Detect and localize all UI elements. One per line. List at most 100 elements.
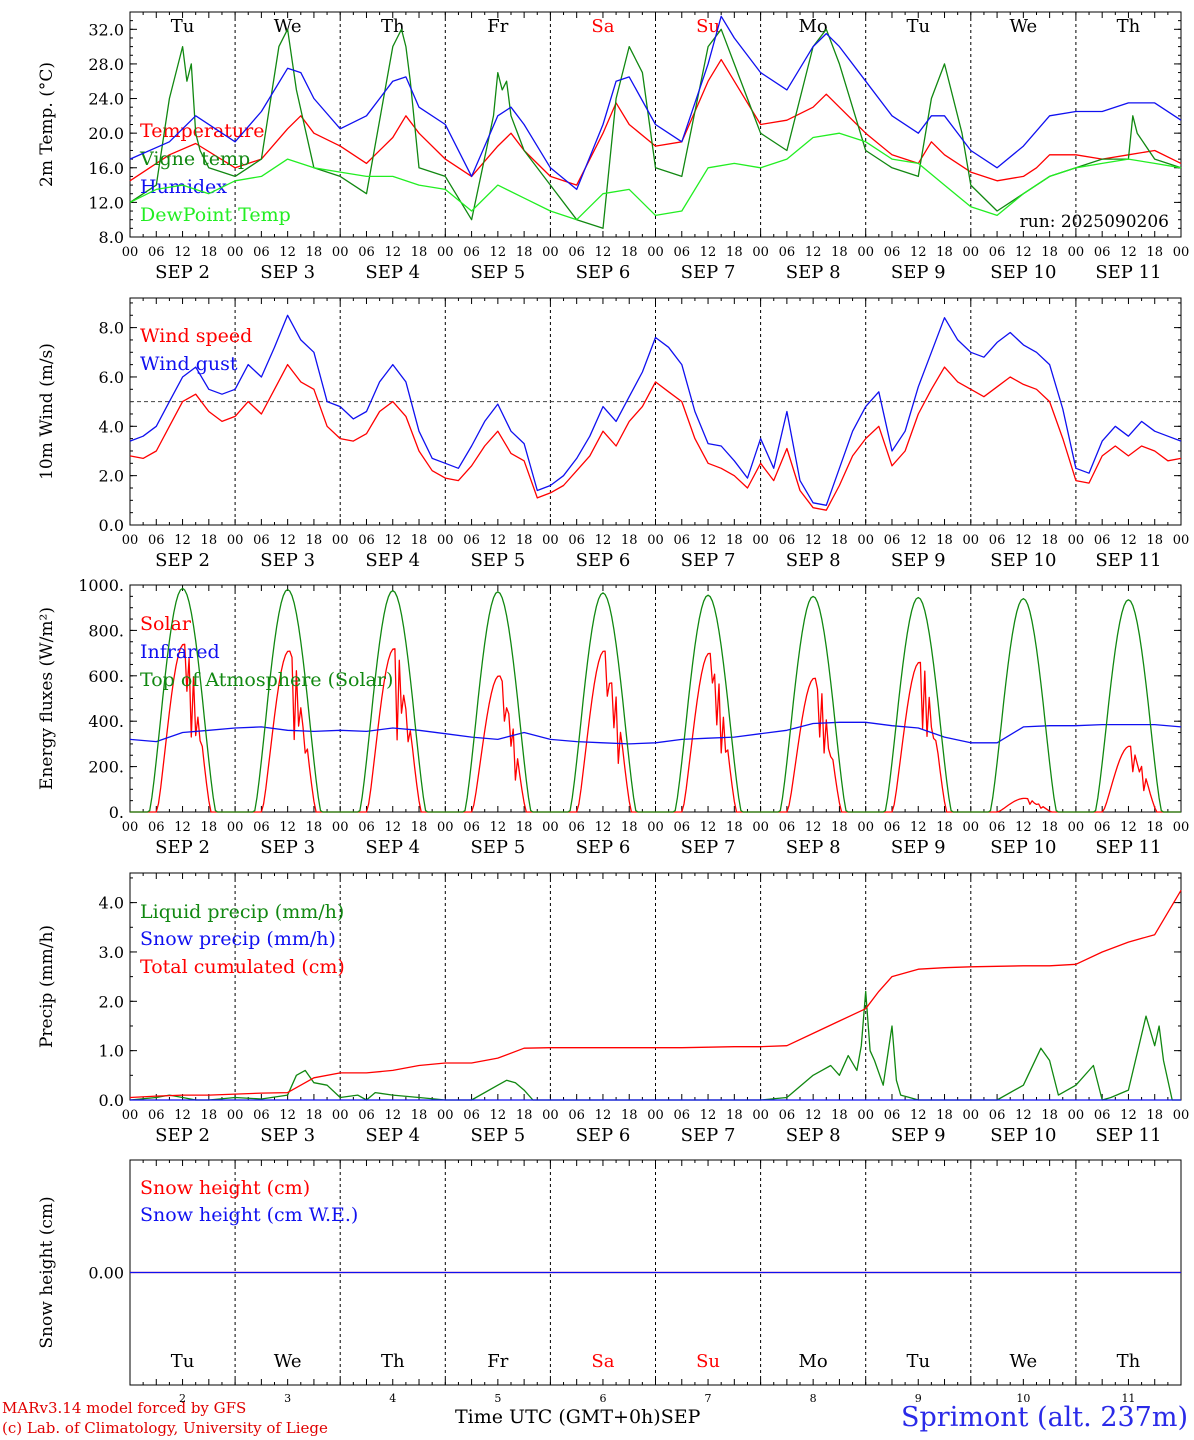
legend-entry: Total cumulated (cm): [140, 956, 345, 978]
hour-label: 00: [963, 533, 980, 548]
hour-label: 12: [174, 1108, 191, 1123]
y-tick-label: 600.: [88, 667, 124, 686]
hour-label: 00: [1068, 1108, 1085, 1123]
hour-label: 00: [1068, 245, 1085, 260]
hour-label: 00: [647, 820, 664, 835]
hour-label: 06: [884, 820, 901, 835]
hour-label: 06: [358, 245, 375, 260]
date-label: SEP 3: [260, 1125, 315, 1146]
day-number-label: 11: [1121, 1392, 1135, 1405]
day-number-label: 4: [389, 1392, 396, 1405]
day-of-week-label: Sa: [591, 16, 614, 37]
hour-label: 00: [227, 533, 244, 548]
date-label: SEP 2: [155, 837, 210, 858]
hour-label: 00: [332, 820, 349, 835]
hour-label: 00: [227, 820, 244, 835]
date-label: SEP 3: [260, 550, 315, 571]
hour-label: 00: [1173, 245, 1190, 260]
hour-label: 12: [910, 1108, 927, 1123]
series-line-dewpoint-temp: [129, 132, 1182, 221]
date-label: SEP 6: [576, 262, 631, 283]
hour-label: 06: [779, 533, 796, 548]
y-axis-label: Precip (mm/h): [37, 925, 57, 1048]
hour-label: 12: [1015, 1108, 1032, 1123]
y-tick-label: 0.0: [99, 1091, 124, 1110]
y-tick-label: 800.: [88, 621, 124, 640]
date-label: SEP 9: [891, 262, 946, 283]
hour-label: 18: [936, 820, 953, 835]
hour-label: 18: [1041, 1108, 1058, 1123]
hour-label: 12: [805, 245, 822, 260]
series-line-wind-gust: [129, 314, 1182, 506]
hour-label: 18: [936, 245, 953, 260]
hour-label: 06: [779, 1108, 796, 1123]
legend-entry: Temperature: [140, 120, 264, 142]
day-of-week-label: Sa: [591, 1351, 614, 1372]
panel-5: 0.00 Snow height (cm) Tu We Th Fr Sa Su Mo Tu We Th…: [37, 1159, 1182, 1405]
y-tick-label: 8.0: [99, 319, 124, 338]
date-label: SEP 9: [891, 550, 946, 571]
date-label: SEP 3: [260, 262, 315, 283]
legend-entry: Liquid precip (mm/h): [140, 901, 344, 923]
hour-label: 06: [674, 245, 691, 260]
day-number-label: 5: [494, 1392, 501, 1405]
y-tick-label: 200.: [88, 758, 124, 777]
hour-label: 12: [174, 245, 191, 260]
date-label: SEP 5: [470, 262, 525, 283]
hour-label: 12: [595, 1108, 612, 1123]
hour-label: 06: [989, 820, 1006, 835]
day-of-week-label: Tu: [171, 16, 195, 37]
hour-label: 06: [884, 533, 901, 548]
hour-label: 00: [647, 245, 664, 260]
legend-entry: Snow height (cm): [140, 1177, 310, 1199]
date-label: SEP 10: [990, 550, 1056, 571]
x-axis-title-text: Time UTC (GMT+0h): [455, 1406, 661, 1428]
legend-entry: Humidex: [140, 176, 227, 198]
hour-label: 12: [700, 1108, 717, 1123]
y-axis-label: 2m Temp. (°C): [37, 62, 57, 187]
hour-label: 12: [595, 245, 612, 260]
day-of-week-label: We: [274, 1351, 302, 1372]
hour-label: 12: [174, 820, 191, 835]
date-label: SEP 9: [891, 1125, 946, 1146]
legend-entry: Top of Atmosphere (Solar): [140, 669, 393, 691]
hour-label: 06: [779, 820, 796, 835]
hour-label: 18: [1041, 533, 1058, 548]
hour-label: 00: [963, 245, 980, 260]
hour-label: 18: [1041, 820, 1058, 835]
hour-label: 18: [831, 1108, 848, 1123]
hour-label: 12: [384, 533, 401, 548]
date-label: SEP 2: [155, 550, 210, 571]
hour-label: 00: [647, 1108, 664, 1123]
date-label: SEP 9: [891, 837, 946, 858]
hour-label: 18: [201, 1108, 218, 1123]
hour-label: 18: [201, 820, 218, 835]
hour-label: 00: [857, 1108, 874, 1123]
hour-label: 18: [201, 533, 218, 548]
day-of-week-label: Th: [1117, 16, 1141, 37]
hour-label: 12: [805, 820, 822, 835]
hour-label: 12: [910, 820, 927, 835]
day-of-week-label: We: [1010, 1351, 1038, 1372]
hour-label: 18: [621, 820, 638, 835]
hour-label: 06: [463, 1108, 480, 1123]
day-of-week-label: Fr: [487, 1351, 508, 1372]
date-label: SEP 2: [155, 262, 210, 283]
series-line-wind-speed: [129, 363, 1182, 511]
hour-label: 00: [1068, 820, 1085, 835]
hour-label: 12: [1120, 820, 1137, 835]
date-label: SEP 8: [786, 550, 841, 571]
hour-label: 12: [490, 820, 507, 835]
panel-1: 8.0 12.0 16.0 20.0 24.0 28.0 32.0 2m Temp. (°C)…: [37, 11, 1190, 283]
hour-label: 06: [779, 245, 796, 260]
hour-label: 12: [805, 1108, 822, 1123]
hour-label: 18: [516, 533, 533, 548]
hour-label: 12: [279, 533, 296, 548]
hour-label: 00: [963, 1108, 980, 1123]
date-label: SEP 4: [365, 550, 420, 571]
date-label: SEP 10: [990, 837, 1056, 858]
y-tick-label: 1.0: [99, 1042, 124, 1061]
y-tick-label: 20.0: [88, 124, 124, 143]
day-of-week-label: Tu: [171, 1351, 195, 1372]
